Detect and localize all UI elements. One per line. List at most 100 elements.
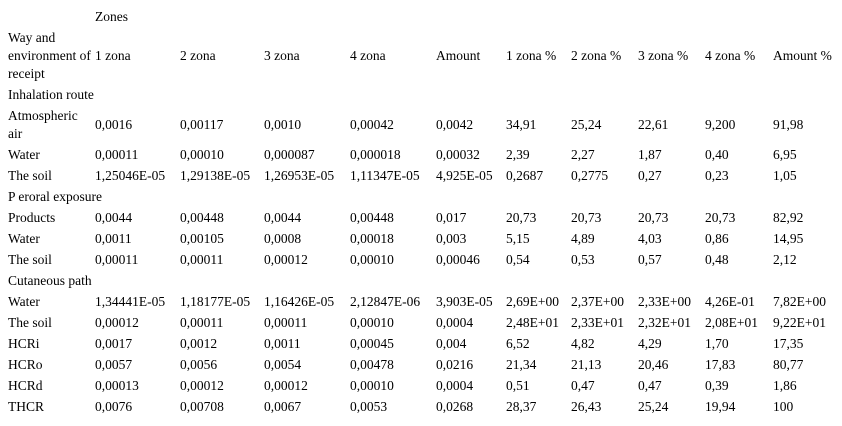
row-label: THCR — [8, 398, 45, 414]
value-cell: 0,0044 — [264, 209, 302, 225]
row-label: Water — [8, 230, 40, 246]
table-row: HCRd 0,00013 0,00012 0,00012 0,00010 0,0004 0,… — [8, 375, 834, 396]
column-header: 1 zona — [95, 47, 131, 63]
table-row: The soil 0,00012 0,00011 0,00011 0,00010 0,00… — [8, 312, 834, 333]
value-cell: 7,82E+00 — [773, 293, 826, 309]
value-cell: 0,0067 — [264, 398, 302, 414]
value-cell: 0,00011 — [95, 146, 139, 162]
value-cell: 0,00010 — [180, 146, 224, 162]
value-cell: 0,00011 — [264, 314, 308, 330]
value-cell: 0,0017 — [95, 335, 133, 351]
value-cell: 25,24 — [638, 398, 669, 414]
table-row: Products 0,0044 0,00448 0,0044 0,00448 0,017 2… — [8, 207, 834, 228]
value-cell: 22,61 — [638, 116, 669, 132]
value-cell: 0,0011 — [264, 335, 301, 351]
value-cell: 19,94 — [705, 398, 736, 414]
value-cell: 0,0054 — [264, 356, 302, 372]
row-label: HCRo — [8, 356, 43, 372]
value-cell: 1,34441E-05 — [95, 293, 166, 309]
value-cell: 4,03 — [638, 230, 662, 246]
empty-cell — [773, 6, 834, 27]
value-cell: 0,00011 — [180, 314, 224, 330]
value-cell: 20,73 — [571, 209, 602, 225]
value-cell: 0,00032 — [436, 146, 480, 162]
table-row: HCRi 0,0017 0,0012 0,0011 0,00045 0,004 6,52 4,… — [8, 333, 834, 354]
section-title: Inhalation route — [8, 86, 94, 102]
column-header: 2 zona — [180, 47, 216, 63]
value-cell: 2,12 — [773, 251, 797, 267]
value-cell: 4,89 — [571, 230, 595, 246]
value-cell: 0,0010 — [264, 116, 302, 132]
section-header-row: Inhalation route — [8, 84, 834, 105]
value-cell: 0,000018 — [350, 146, 401, 162]
value-cell: 1,70 — [705, 335, 729, 351]
table-row: THCR 0,0076 0,00708 0,0067 0,0053 0,0268 28,37… — [8, 396, 834, 417]
value-cell: 0,00011 — [95, 251, 139, 267]
value-cell: 26,43 — [571, 398, 602, 414]
value-cell: 0,48 — [705, 251, 729, 267]
value-cell: 0,00011 — [180, 251, 224, 267]
value-cell: 2,33E+01 — [571, 314, 624, 330]
column-header: Amount — [436, 47, 481, 63]
column-header: 3 zona — [264, 47, 300, 63]
empty-cell — [571, 6, 638, 27]
row-label: HCRi — [8, 335, 40, 351]
column-header: Amount % — [773, 47, 832, 63]
table-row-column-headers: Way and environment of receipt 1 zona 2 … — [8, 27, 834, 84]
value-cell: 1,26953E-05 — [264, 167, 335, 183]
value-cell: 2,33E+00 — [638, 293, 691, 309]
value-cell: 14,95 — [773, 230, 804, 246]
empty-cell — [506, 6, 571, 27]
table-row: The soil 1,25046E-05 1,29138E-05 1,26953E-0… — [8, 165, 834, 186]
value-cell: 20,73 — [506, 209, 537, 225]
value-cell: 0,00012 — [264, 251, 308, 267]
value-cell: 6,52 — [506, 335, 530, 351]
value-cell: 0,0053 — [350, 398, 388, 414]
value-cell: 0,0056 — [180, 356, 218, 372]
row-label: The soil — [8, 251, 52, 267]
value-cell: 3,903E-05 — [436, 293, 493, 309]
value-cell: 0,00018 — [350, 230, 394, 246]
value-cell: 82,92 — [773, 209, 804, 225]
value-cell: 91,98 — [773, 116, 804, 132]
exposure-zones-table: Zones Way and environment of receipt 1 z… — [8, 6, 834, 417]
value-cell: 0,23 — [705, 167, 729, 183]
value-cell: 1,18177E-05 — [180, 293, 251, 309]
value-cell: 0,0008 — [264, 230, 302, 246]
value-cell: 0,51 — [506, 377, 530, 393]
value-cell: 17,35 — [773, 335, 804, 351]
column-header: 4 zona % — [705, 47, 756, 63]
row-label: Water — [8, 146, 40, 162]
value-cell: 9,200 — [705, 116, 736, 132]
value-cell: 20,73 — [638, 209, 669, 225]
value-cell: 0,003 — [436, 230, 467, 246]
value-cell: 20,46 — [638, 356, 669, 372]
empty-cell — [705, 6, 773, 27]
value-cell: 1,11347E-05 — [350, 167, 420, 183]
value-cell: 0,00012 — [95, 314, 139, 330]
row-label: HCRd — [8, 377, 43, 393]
value-cell: 2,27 — [571, 146, 595, 162]
value-cell: 17,83 — [705, 356, 736, 372]
value-cell: 0,00013 — [95, 377, 139, 393]
value-cell: 1,87 — [638, 146, 662, 162]
value-cell: 0,00042 — [350, 116, 394, 132]
section-header-row: Cutaneous path — [8, 270, 834, 291]
value-cell: 0,00045 — [350, 335, 394, 351]
value-cell: 80,77 — [773, 356, 804, 372]
value-cell: 2,32E+01 — [638, 314, 691, 330]
value-cell: 0,00117 — [180, 116, 224, 132]
value-cell: 0,0004 — [436, 377, 474, 393]
value-cell: 1,86 — [773, 377, 797, 393]
value-cell: 0,0012 — [180, 335, 218, 351]
value-cell: 0,0004 — [436, 314, 474, 330]
empty-cell — [436, 6, 506, 27]
value-cell: 0,2775 — [571, 167, 609, 183]
zones-group-header: Zones — [95, 8, 128, 24]
row-label: Products — [8, 209, 56, 225]
value-cell: 0,017 — [436, 209, 467, 225]
value-cell: 2,69E+00 — [506, 293, 559, 309]
value-cell: 4,925E-05 — [436, 167, 493, 183]
value-cell: 100 — [773, 398, 794, 414]
table-row: Water 1,34441E-05 1,18177E-05 1,16426E-05 2,… — [8, 291, 834, 312]
